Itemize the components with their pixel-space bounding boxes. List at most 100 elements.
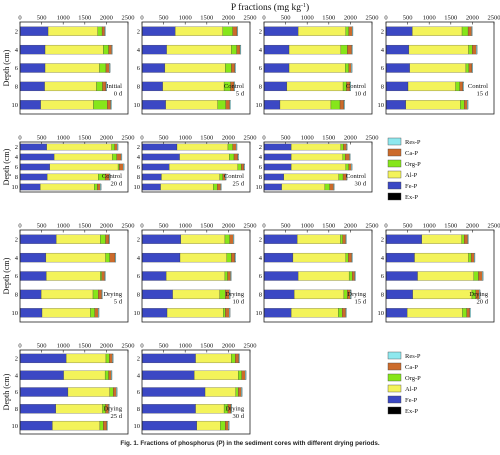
x-tick-label: 500 (159, 343, 169, 350)
y-tick-label: 10 (256, 102, 263, 109)
bar-segment-ca-p (329, 183, 334, 191)
bar-segment-al-p (166, 271, 226, 281)
bar-segment-fe-p (142, 271, 167, 281)
bar-segment-fe-p (20, 183, 41, 191)
bar-segment-org-p (225, 63, 232, 73)
y-tick-label: 10 (256, 310, 263, 317)
panel-label-days: 5 d (114, 299, 123, 306)
bar-segment-ca-p (238, 387, 242, 397)
bar-segment-al-p (66, 353, 107, 364)
bar-segment-org-p (112, 153, 117, 161)
bar-segment-org-p (97, 26, 103, 36)
bar-segment-org-p (227, 143, 233, 151)
bar-segment-al-p (172, 289, 220, 300)
legend-swatch-org-p (387, 373, 402, 382)
bar-segment-fe-p (142, 252, 181, 263)
panel-label-days: 25 d (110, 413, 122, 420)
bar-segment-org-p (340, 44, 348, 55)
y-tick-label: 2 (259, 28, 262, 35)
x-tick-label: 0 (18, 15, 21, 22)
bar-segment-org-p (338, 308, 343, 318)
bar-segment-al-p (63, 370, 106, 380)
bar-segment-al-p (407, 81, 456, 92)
y-tick-label: 8 (137, 292, 140, 299)
bar-segment-res-p (234, 63, 236, 73)
bar-segment-ca-p (466, 308, 470, 318)
bar-segment-org-p (93, 100, 108, 110)
bar-segment-fe-p (20, 26, 49, 36)
bar-segment-res-p (482, 271, 484, 281)
bar-segment-al-p (47, 173, 99, 181)
panel-label-condition: Drying (103, 405, 122, 412)
y-tick-label: 4 (15, 372, 19, 379)
bar-segment-fe-p (142, 308, 168, 318)
bar-segment-org-p (340, 234, 343, 244)
legend-label-ex-p: Ex-P (405, 194, 418, 201)
bar-segment-res-p (108, 234, 110, 244)
y-tick-label: 6 (15, 65, 19, 72)
bar-segment-res-p (236, 26, 239, 36)
x-tick-label: 500 (37, 343, 47, 350)
bar-segment-ca-p (101, 26, 105, 36)
bar-segment-ca-p (348, 252, 352, 263)
bar-segment-res-p (238, 353, 240, 364)
bar-segment-al-p (417, 271, 474, 281)
bar-segment-al-p (179, 153, 230, 161)
bar-segment-al-p (408, 44, 469, 55)
bar-segment-fe-p (264, 271, 299, 281)
bar-segment-ca-p (225, 100, 230, 110)
legend-label-ex-p: Ex-P (405, 408, 418, 415)
bar-segment-fe-p (386, 63, 410, 73)
bar-segment-al-p (164, 63, 226, 73)
bar-segment-res-p (220, 183, 222, 191)
bar-segment-org-p (345, 63, 349, 73)
bar-segment-fe-p (264, 163, 292, 171)
bar-segment-res-p (237, 153, 239, 161)
legend-label-org-p: Org-P (405, 375, 421, 382)
bar-segment-org-p (461, 26, 469, 36)
bar-segment-ca-p (116, 153, 122, 161)
bar-segment-fe-p (264, 143, 292, 151)
bar-segment-ca-p (101, 271, 105, 281)
y-tick-label: 8 (137, 406, 140, 413)
y-tick-label: 4 (259, 255, 263, 262)
bar-segment-res-p (109, 173, 111, 181)
bar-segment-res-p (105, 81, 107, 92)
bar-segment-org-p (105, 353, 110, 364)
y-tick-label: 2 (15, 236, 18, 243)
figure-caption: Fig. 1. Fractions of phosphorus (P) in t… (120, 440, 380, 447)
x-tick-label: 500 (403, 15, 413, 22)
bar-segment-ca-p (345, 153, 350, 161)
bar-segment-org-p (231, 44, 237, 55)
legend-swatch-ca-p (387, 362, 402, 371)
y-tick-label: 8 (15, 406, 18, 413)
y-tick-label: 8 (381, 292, 384, 299)
bar-segment-al-p (298, 271, 350, 281)
bar-segment-res-p (233, 234, 235, 244)
bar-segment-ca-p (109, 252, 116, 263)
bar-segment-res-p (469, 308, 471, 318)
bar-segment-ca-p (342, 234, 346, 244)
bar-segment-al-p (45, 252, 106, 263)
bar-segment-org-p (235, 387, 239, 397)
bar-segment-fe-p (20, 44, 46, 55)
bar-segment-fe-p (142, 387, 206, 397)
bar-segment-org-p (92, 289, 99, 300)
x-tick-label: 1500 (78, 343, 91, 350)
y-tick-label: 8 (15, 174, 18, 181)
panel-label-days: 10 d (354, 91, 366, 98)
bar-segment-fe-p (386, 100, 406, 110)
bar-segment-ca-p (108, 370, 112, 380)
bar-segment-fe-p (142, 183, 161, 191)
bar-segment-al-p (67, 387, 110, 397)
bar-segment-fe-p (20, 100, 41, 110)
y-tick-label: 8 (259, 292, 262, 299)
bar-segment-al-p (196, 420, 221, 431)
x-tick-label: 2500 (244, 135, 257, 142)
x-tick-label: 2000 (344, 15, 357, 22)
x-tick-label: 500 (281, 223, 291, 230)
bar-segment-org-p (330, 100, 341, 110)
